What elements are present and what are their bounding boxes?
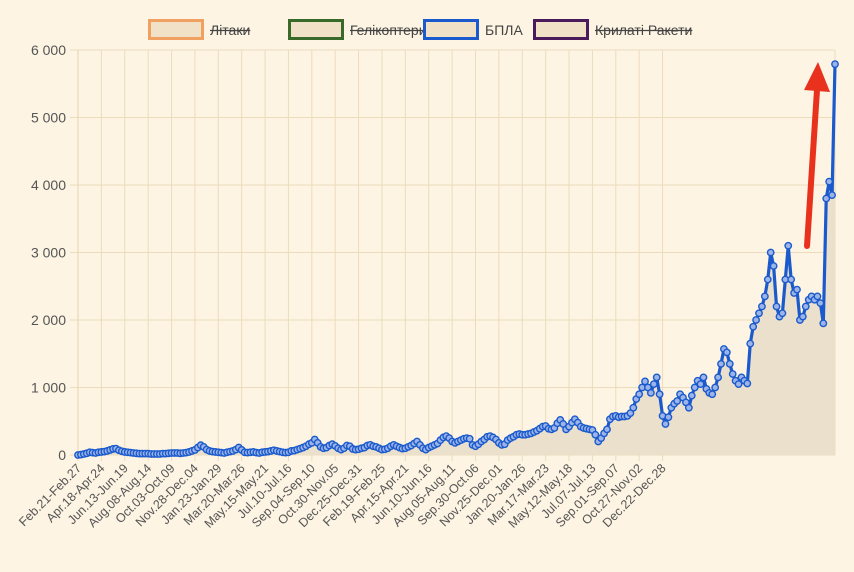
data-point — [725, 359, 734, 368]
legend-item-2[interactable]: БПЛА — [423, 19, 524, 40]
data-point — [465, 434, 474, 443]
data-point — [787, 275, 796, 284]
data-point — [652, 373, 661, 382]
data-point — [684, 403, 693, 412]
gridlines — [70, 49, 836, 461]
legend-swatch — [423, 19, 479, 40]
data-point — [766, 248, 775, 257]
data-point — [746, 339, 755, 348]
data-point — [664, 413, 673, 422]
data-point — [641, 377, 649, 386]
legend-label: БПЛА — [485, 22, 523, 38]
data-point — [755, 309, 763, 318]
y-tick-label: 3 000 — [31, 245, 66, 261]
legend-item-1[interactable]: Гелікоптери — [288, 19, 427, 40]
data-point — [649, 380, 658, 389]
series-area-fill — [78, 64, 835, 456]
data-point — [728, 370, 737, 378]
data-point — [673, 397, 682, 405]
data-point — [772, 302, 781, 311]
data-point — [699, 373, 708, 382]
data-point — [752, 316, 760, 324]
y-tick-label: 1 000 — [31, 380, 66, 396]
data-point — [714, 373, 722, 382]
data-point — [831, 60, 839, 69]
data-point — [825, 177, 834, 186]
data-point — [646, 388, 655, 397]
y-tick-label: 2 000 — [31, 312, 66, 328]
data-point — [758, 302, 766, 311]
data-point — [793, 285, 801, 294]
red-arrow-head — [804, 62, 830, 92]
y-tick-label: 4 000 — [31, 177, 66, 193]
data-point — [717, 359, 725, 368]
data-point — [828, 191, 836, 200]
data-point — [760, 292, 769, 301]
data-point — [629, 403, 638, 412]
legend-item-3[interactable]: Крилаті Ракети — [533, 19, 693, 40]
data-point — [696, 380, 705, 389]
data-point — [769, 262, 778, 270]
data-point — [819, 319, 828, 328]
legend-swatch — [288, 19, 344, 40]
data-point — [801, 302, 810, 311]
data-point — [708, 390, 717, 399]
data-point — [655, 390, 664, 399]
y-tick-label: 6 000 — [31, 42, 66, 58]
data-point — [635, 390, 644, 399]
red-arrow-shaft — [804, 87, 820, 249]
data-point — [687, 391, 696, 400]
data-point — [816, 299, 825, 308]
data-point — [763, 275, 772, 284]
y-tick-label: 5 000 — [31, 110, 66, 126]
plot-area — [74, 60, 839, 459]
data-point — [784, 241, 793, 250]
data-point — [591, 430, 600, 439]
legend-item-0[interactable]: Літаки — [148, 19, 251, 40]
data-point — [749, 322, 758, 331]
legend-swatch — [533, 19, 589, 40]
data-point — [711, 383, 720, 392]
data-point — [822, 194, 831, 203]
data-point — [734, 380, 743, 389]
data-point — [661, 420, 670, 428]
x-axis-ticks: Feb.21-Feb.27Apr.18-Apr.24Jun.13-Jun.19A… — [16, 461, 668, 531]
data-point — [798, 312, 807, 321]
data-point — [813, 292, 822, 301]
data-point — [778, 309, 787, 318]
legend[interactable]: Літаки Гелікоптери БПЛА Крилаті Ракети — [148, 19, 693, 40]
red-arrow-annotation — [804, 62, 830, 249]
data-point — [690, 383, 699, 392]
y-axis-ticks: 0 1 000 2 000 3 000 4 000 5 000 6 000 — [31, 42, 66, 463]
data-point — [743, 379, 752, 388]
data-point — [603, 425, 611, 434]
y-tick-label: 0 — [58, 447, 66, 463]
legend-swatch — [148, 19, 204, 40]
data-point — [722, 348, 731, 357]
